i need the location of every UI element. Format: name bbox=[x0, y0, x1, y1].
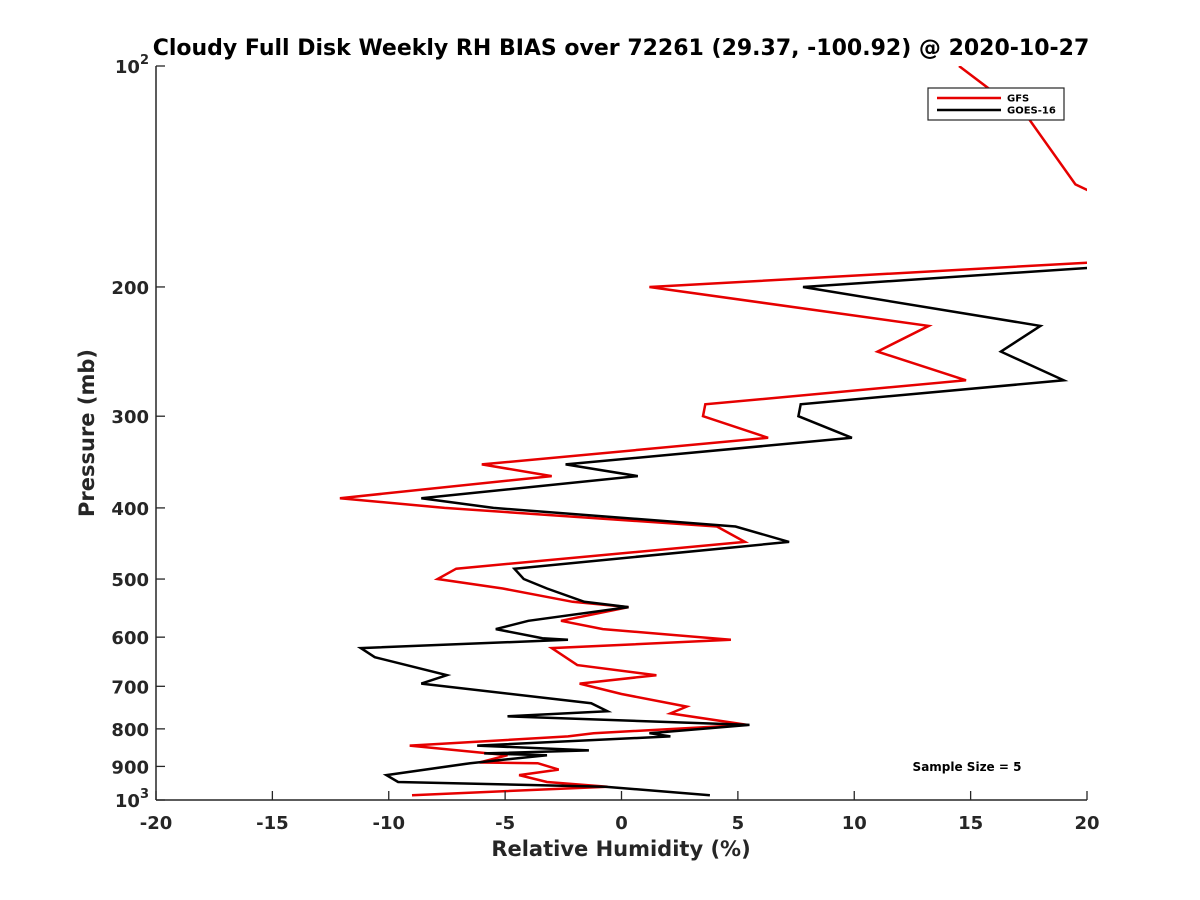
y-tick-label: 700 bbox=[111, 677, 149, 698]
x-tick-label: -5 bbox=[495, 813, 515, 834]
y-tick-label: 600 bbox=[111, 628, 149, 649]
x-axis-label: Relative Humidity (%) bbox=[491, 837, 750, 861]
chart-title: Cloudy Full Disk Weekly RH BIAS over 722… bbox=[153, 36, 1090, 61]
legend: GFS GOES-16 bbox=[927, 87, 1065, 121]
x-tick-label: -10 bbox=[372, 813, 405, 834]
series-line-gfs bbox=[339, 66, 1087, 797]
y-tick-label: 103 bbox=[115, 787, 149, 812]
y-tick-label: 500 bbox=[111, 570, 149, 591]
x-tick-label: 10 bbox=[842, 813, 867, 834]
legend-label-gfs: GFS bbox=[1007, 94, 1029, 105]
x-tick-label: 5 bbox=[732, 813, 745, 834]
axes: -20 -15 -10 -5 0 5 10 15 20 102 200 300 400 500 600 700… bbox=[111, 53, 1099, 834]
series-line-goes16 bbox=[356, 266, 1087, 797]
series-layer bbox=[339, 66, 1087, 797]
sample-size-annotation: Sample Size = 5 bbox=[913, 760, 1022, 774]
x-tick-label: 15 bbox=[958, 813, 983, 834]
y-axis-label: Pressure (mb) bbox=[75, 349, 99, 517]
y-tick-label: 102 bbox=[115, 53, 149, 78]
legend-box bbox=[927, 87, 1065, 121]
x-tick-label: 20 bbox=[1074, 813, 1099, 834]
y-tick-label: 900 bbox=[111, 757, 149, 778]
legend-label-goes16: GOES-16 bbox=[1007, 106, 1056, 117]
y-tick-label: 400 bbox=[111, 499, 149, 520]
x-tick-label: -15 bbox=[256, 813, 289, 834]
y-tick-label: 200 bbox=[111, 278, 149, 299]
x-tick-label: -20 bbox=[140, 813, 173, 834]
y-tick-label: 800 bbox=[111, 720, 149, 741]
y-tick-label: 300 bbox=[111, 407, 149, 428]
x-tick-label: 0 bbox=[615, 813, 628, 834]
